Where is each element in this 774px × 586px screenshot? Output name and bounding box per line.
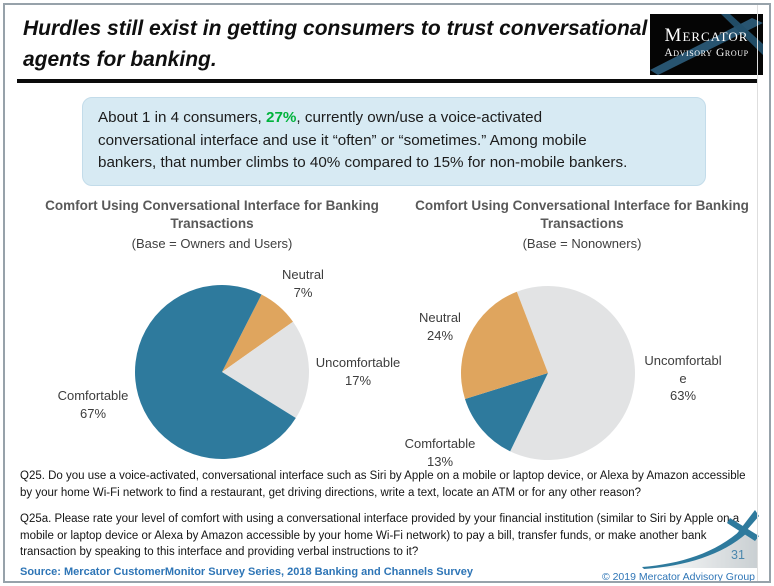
pie-slice-uncomfortable xyxy=(222,321,309,419)
page-number: 31 xyxy=(731,548,745,562)
title-divider-line xyxy=(17,79,757,83)
source-line: Source: Mercator CustomerMonitor Survey … xyxy=(20,566,473,578)
pie-slice-comfortable xyxy=(464,373,548,452)
pie-slice-neutral xyxy=(460,291,548,400)
callout-highlight: 27% xyxy=(266,109,297,126)
right-chart-title: Comfort Using Conversational Interface f… xyxy=(408,197,756,252)
label-value: 7% xyxy=(293,284,313,300)
mercator-logo: Mercator Advisory Group xyxy=(650,14,763,75)
right-pie-label-comfortable: Comfortable 13% xyxy=(395,435,485,470)
logo-name: Mercator xyxy=(664,25,749,46)
pie-slice-uncomfortable xyxy=(510,286,635,461)
callout-text-before: About 1 in 4 consumers, xyxy=(98,109,266,126)
pie-slice-comfortable xyxy=(134,284,296,459)
label-value: 67% xyxy=(79,405,107,421)
label-text: Neutral xyxy=(282,267,324,282)
page-number-graphic: 31 xyxy=(642,510,759,569)
label-text: Neutral xyxy=(419,310,461,325)
label-value: 24% xyxy=(426,327,454,343)
question-q25a: Q25a. Please rate your level of comfort … xyxy=(20,513,740,558)
right-chart-title-text: Comfort Using Conversational Interface f… xyxy=(415,198,749,231)
logo-swoosh-icon xyxy=(650,14,763,75)
pie-chart-owners-users xyxy=(134,284,309,459)
swoosh-x-arm1-icon xyxy=(732,510,759,540)
slide: Hurdles still exist in getting consumers… xyxy=(3,3,771,583)
swoosh-x-arm2-icon xyxy=(727,518,759,541)
callout-text-after: , currently own/use a voice-activated co… xyxy=(98,109,628,171)
right-pie-label-uncomfortable: Uncomfortable 63% xyxy=(643,352,723,405)
label-text: Uncomfortable xyxy=(644,353,722,386)
logo-subname: Advisory Group xyxy=(664,47,749,59)
left-chart-base-text: (Base = Owners and Users) xyxy=(131,236,293,251)
pie-slice-neutral xyxy=(222,294,293,372)
left-pie-label-uncomfortable: Uncomfortable 17% xyxy=(303,354,413,389)
copyright-line: © 2019 Mercator Advisory Group xyxy=(601,571,755,583)
left-chart-title: Comfort Using Conversational Interface f… xyxy=(38,197,386,252)
right-chart-base-text: (Base = Nonowners) xyxy=(522,236,642,251)
left-chart-title-text: Comfort Using Conversational Interface f… xyxy=(45,198,379,231)
right-pie-label-neutral: Neutral 24% xyxy=(400,309,480,344)
pie-chart-nonowners xyxy=(460,286,635,461)
left-pie-label-comfortable: Comfortable 67% xyxy=(43,387,143,422)
label-value: 13% xyxy=(426,453,454,469)
logo-text: Mercator Advisory Group xyxy=(650,25,763,60)
page-corner-shade xyxy=(646,528,758,568)
label-text: Uncomfortable xyxy=(315,355,401,370)
label-text: Comfortable xyxy=(57,388,129,403)
slide-inner-edge xyxy=(757,5,758,581)
left-pie-label-neutral: Neutral 7% xyxy=(263,266,343,301)
label-text: Comfortable xyxy=(404,436,476,451)
label-value: 63% xyxy=(669,388,697,403)
key-finding-callout: About 1 in 4 consumers, 27%, currently o… xyxy=(82,97,706,186)
label-value: 17% xyxy=(344,372,372,388)
slide-title: Hurdles still exist in getting consumers… xyxy=(23,17,648,71)
question-q25: Q25. Do you use a voice-activated, conve… xyxy=(20,470,746,499)
